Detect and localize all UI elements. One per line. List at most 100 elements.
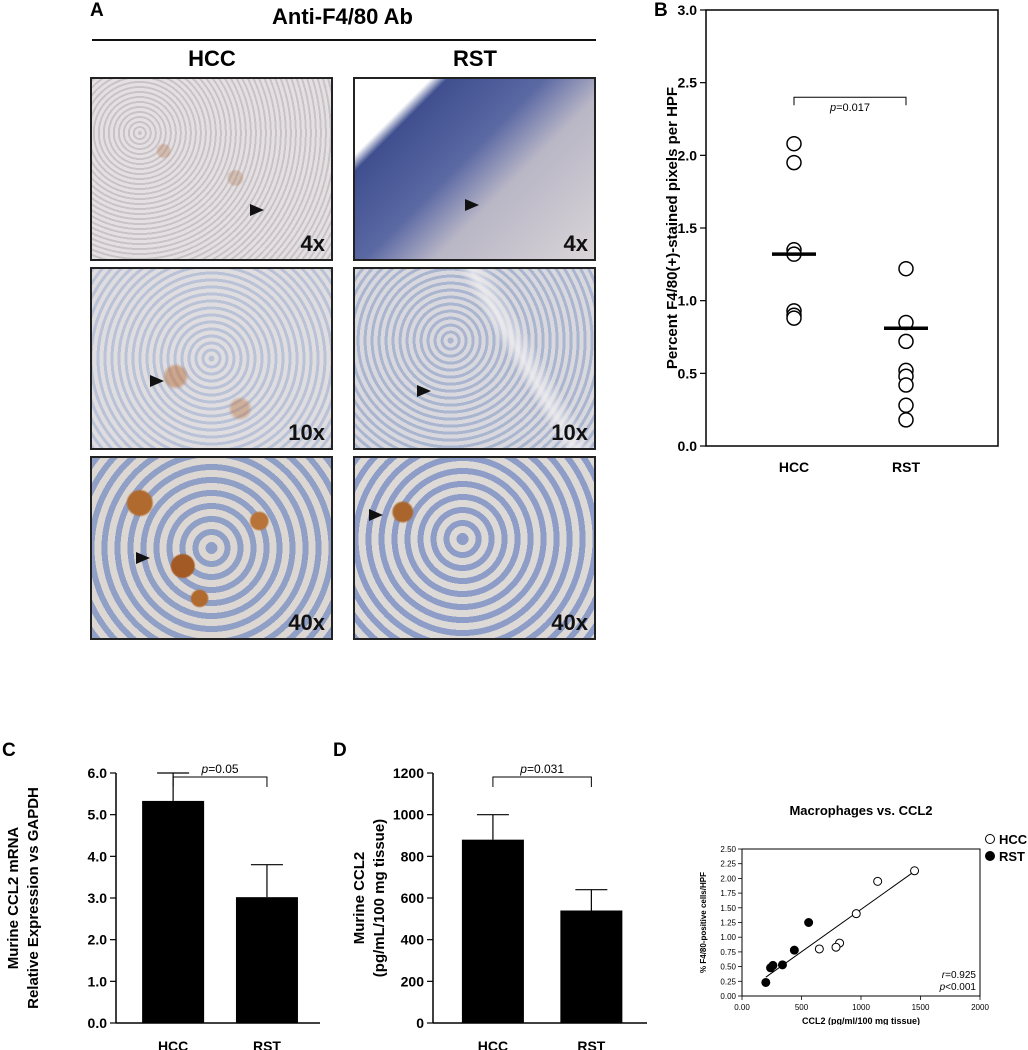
y-tick-label: 2.0 [88, 932, 108, 948]
y-tick-label: 1.25 [720, 919, 736, 928]
x-tick-label: 0.00 [734, 1003, 750, 1012]
y-tick-label: 1.5 [678, 220, 698, 236]
y-axis-label: % F4/80-positive cells/HPF [699, 872, 708, 973]
panel-a-title: Anti-F4/80 Ab [272, 4, 413, 29]
magnification-label: 40x [288, 610, 325, 635]
data-point-hcc [910, 866, 920, 876]
x-category-label: HCC [779, 459, 809, 475]
panel-c-letter: C [2, 740, 16, 761]
panel-a-title-rule [92, 39, 596, 41]
micrograph-rst-10x: 10x [353, 267, 596, 450]
y-tick-label: 3.0 [88, 890, 108, 906]
p-value-label: p=0.031 [519, 762, 564, 776]
magnification-label: 40x [551, 610, 588, 635]
chart-d: 0 200 400 600 800 1000 1200 Murine CCL2 (pg/mL/1… [351, 762, 647, 1050]
chart-title: Macrophages vs. CCL2 [789, 803, 932, 818]
r-value-label: r=0.925 [942, 970, 977, 981]
chart-b: 0.0 0.5 1.0 1.5 2.0 2.5 3.0 Percent F4/80(+)-st… [664, 2, 999, 475]
bar [560, 910, 623, 1023]
arrowhead-icon [369, 509, 383, 521]
y-tick-label: 1000 [393, 807, 424, 823]
data-point [898, 397, 914, 414]
y-tick-label: 0.25 [720, 977, 736, 986]
micrograph-rst-40x: 40x [353, 456, 596, 640]
data-point [898, 333, 914, 350]
y-axis-label: (pg/mL/100 mg tissue) [371, 819, 388, 977]
y-tick-label: 400 [401, 932, 425, 948]
y-tick-label: 0.50 [720, 963, 736, 972]
y-tick-label: 0.75 [720, 948, 736, 957]
y-tick-label: 0.5 [678, 365, 698, 381]
legend-marker [985, 851, 995, 861]
x-category-label: HCC [478, 1038, 508, 1050]
legend-label: HCC [999, 832, 1028, 847]
y-tick-label: 4.0 [88, 848, 108, 864]
y-tick-label: 600 [401, 890, 425, 906]
data-point-hcc [873, 876, 883, 886]
legend-marker [985, 834, 995, 844]
y-tick-label: 1.50 [720, 904, 736, 913]
data-point-rst [804, 918, 814, 927]
arrowhead-icon [250, 204, 264, 216]
y-axis-label: Murine CCL2 mRNA [5, 827, 22, 970]
chart-e: Macrophages vs. CCL2 0.00 0.25 0.50 0.75 1.00… [699, 803, 1028, 1025]
data-point [786, 135, 802, 152]
data-point [898, 260, 914, 277]
data-point-hcc [814, 944, 824, 954]
y-tick-label: 1.0 [88, 973, 108, 989]
x-tick-label: 1000 [852, 1003, 870, 1012]
y-tick-label: 0.0 [88, 1015, 108, 1031]
y-tick-label: 1200 [393, 765, 424, 781]
arrowhead-icon [465, 199, 479, 211]
y-tick-label: 2.50 [720, 845, 736, 854]
y-tick-label: 5.0 [88, 807, 108, 823]
legend-label: RST [999, 849, 1025, 864]
data-point-rst [761, 977, 771, 987]
chart-c: 0.0 1.0 2.0 3.0 4.0 5.0 6.0 Murine CCL2 mRNA Rel… [5, 762, 320, 1050]
magnification-label: 10x [551, 420, 588, 445]
panel-a-letter: A [90, 0, 104, 21]
y-axis-label: Percent F4/80(+)-stained pixels per HPF [664, 87, 681, 369]
arrowhead-icon [136, 552, 150, 564]
p-value-label: p=0.05 [201, 762, 239, 776]
data-point-rst [777, 960, 787, 970]
panel-b-letter: B [654, 0, 668, 21]
y-axis-label: Murine CCL2 [351, 852, 368, 945]
y-tick-label: 0.00 [720, 992, 736, 1001]
y-tick-label: 3.0 [678, 2, 698, 18]
data-point-rst [789, 945, 799, 955]
micrograph-hcc-10x: 10x [90, 267, 333, 450]
x-tick-label: 2000 [971, 1003, 989, 1012]
bar [461, 839, 524, 1023]
y-tick-label: 0 [416, 1015, 424, 1031]
arrowhead-icon [150, 375, 164, 387]
micrograph-rst-4x: 4x [353, 77, 596, 261]
y-tick-label: 800 [401, 848, 425, 864]
panel-d-letter: D [333, 740, 347, 761]
arrowhead-icon [417, 385, 431, 397]
x-tick-label: 1500 [912, 1003, 930, 1012]
x-category-label: RST [892, 459, 920, 475]
p-value-label: p<0.001 [939, 982, 977, 993]
y-tick-label: 1.75 [720, 889, 736, 898]
data-point [786, 310, 802, 326]
magnification-label: 4x [563, 231, 588, 256]
significance-bracket [172, 776, 268, 787]
x-category-label: HCC [158, 1038, 188, 1050]
x-tick-label: 500 [795, 1003, 809, 1012]
p-value-label: p=0.017 [829, 102, 870, 114]
significance-bracket [492, 776, 592, 787]
y-tick-label: 2.0 [678, 147, 698, 163]
fit-line [765, 870, 915, 978]
bar [142, 800, 205, 1023]
column-header-rst: RST [453, 46, 497, 71]
y-tick-label: 1.00 [720, 933, 736, 942]
y-tick-label: 2.25 [720, 860, 736, 869]
y-tick-label: 200 [401, 973, 425, 989]
y-tick-label: 0.0 [678, 438, 698, 454]
x-category-label: RST [577, 1038, 605, 1050]
data-point [786, 154, 802, 171]
x-category-label: RST [253, 1038, 281, 1050]
significance-bracket [793, 96, 907, 106]
data-point [898, 412, 914, 428]
